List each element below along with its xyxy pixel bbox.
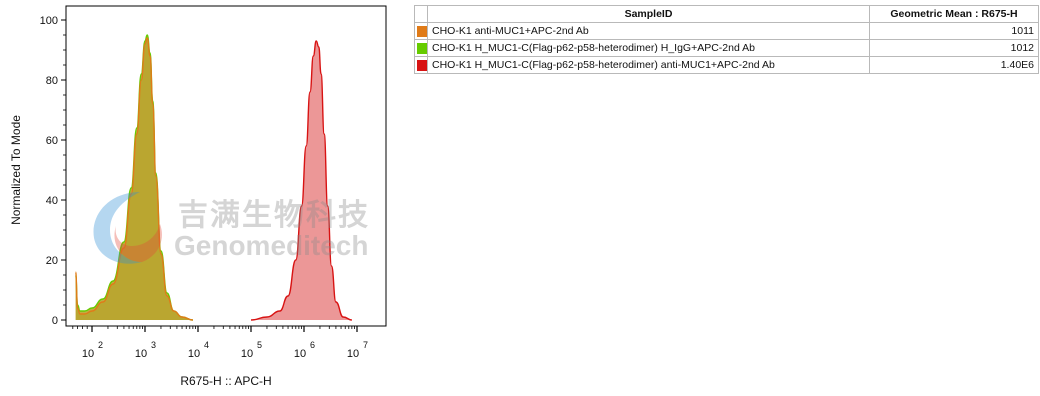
x-tick-exponent: 7 [363,340,368,350]
plot-frame [65,5,387,327]
y-tick-label: 80 [46,75,58,87]
x-tick-label: 10 [241,348,253,360]
sample-name: CHO-K1 H_MUC1-C(Flag-p62-p58-heterodimer… [427,56,870,74]
series-layer [75,34,352,321]
y-tick-label: 60 [46,135,58,147]
table-row: CHO-K1 H_MUC1-C(Flag-p62-p58-heterodimer… [414,56,1039,74]
x-tick-label: 10 [82,348,94,360]
x-tick-exponent: 6 [310,340,315,350]
table-row: CHO-K1 anti-MUC1+APC-2nd Ab 1011 [414,22,1039,40]
series-line-0 [75,37,193,321]
header-geometric-mean: Geometric Mean : R675-H [869,5,1039,23]
header-swatch-cell [414,5,428,23]
x-tick-exponent: 2 [98,340,103,350]
x-tick-label: 10 [294,348,306,360]
x-tick-label: 10 [135,348,147,360]
swatch-cell [414,39,428,57]
y-tick-label: 20 [46,255,58,267]
table-header-row: SampleID Geometric Mean : R675-H [414,5,1039,23]
y-tick-label: 100 [40,15,58,27]
series-fill-0 [75,38,193,320]
geometric-mean-value: 1012 [869,39,1039,57]
x-tick-label: 10 [347,348,359,360]
swatch-cell [414,22,428,40]
legend-swatch [417,25,427,37]
geometric-mean-value: 1011 [869,22,1039,40]
plot-area [65,5,387,327]
series-line-2 [250,40,352,321]
x-tick-exponent: 4 [204,340,209,350]
y-tick-label: 40 [46,195,58,207]
x-tick-exponent: 3 [151,340,156,350]
y-axis-title: Normalized To Mode [9,115,23,225]
x-axis-title: R675-H :: APC-H [180,374,271,388]
legend-swatch [417,42,427,54]
header-sample-id: SampleID [427,5,870,23]
sample-statistics-table: SampleID Geometric Mean : R675-H CHO-K1 … [414,5,1039,74]
legend-swatch [417,59,427,71]
swatch-cell [414,56,428,74]
y-tick-label: 0 [52,315,58,327]
sample-name: CHO-K1 anti-MUC1+APC-2nd Ab [427,22,870,40]
x-tick-exponent: 5 [257,340,262,350]
geometric-mean-value: 1.40E6 [869,56,1039,74]
axes: 0 20 40 60 80 100 10 2 10 3 10 4 10 5 10 6 10 7 [40,15,368,360]
series-fill-2 [251,41,352,320]
table-row: CHO-K1 H_MUC1-C(Flag-p62-p58-heterodimer… [414,39,1039,57]
sample-name: CHO-K1 H_MUC1-C(Flag-p62-p58-heterodimer… [427,39,870,57]
x-tick-label: 10 [188,348,200,360]
